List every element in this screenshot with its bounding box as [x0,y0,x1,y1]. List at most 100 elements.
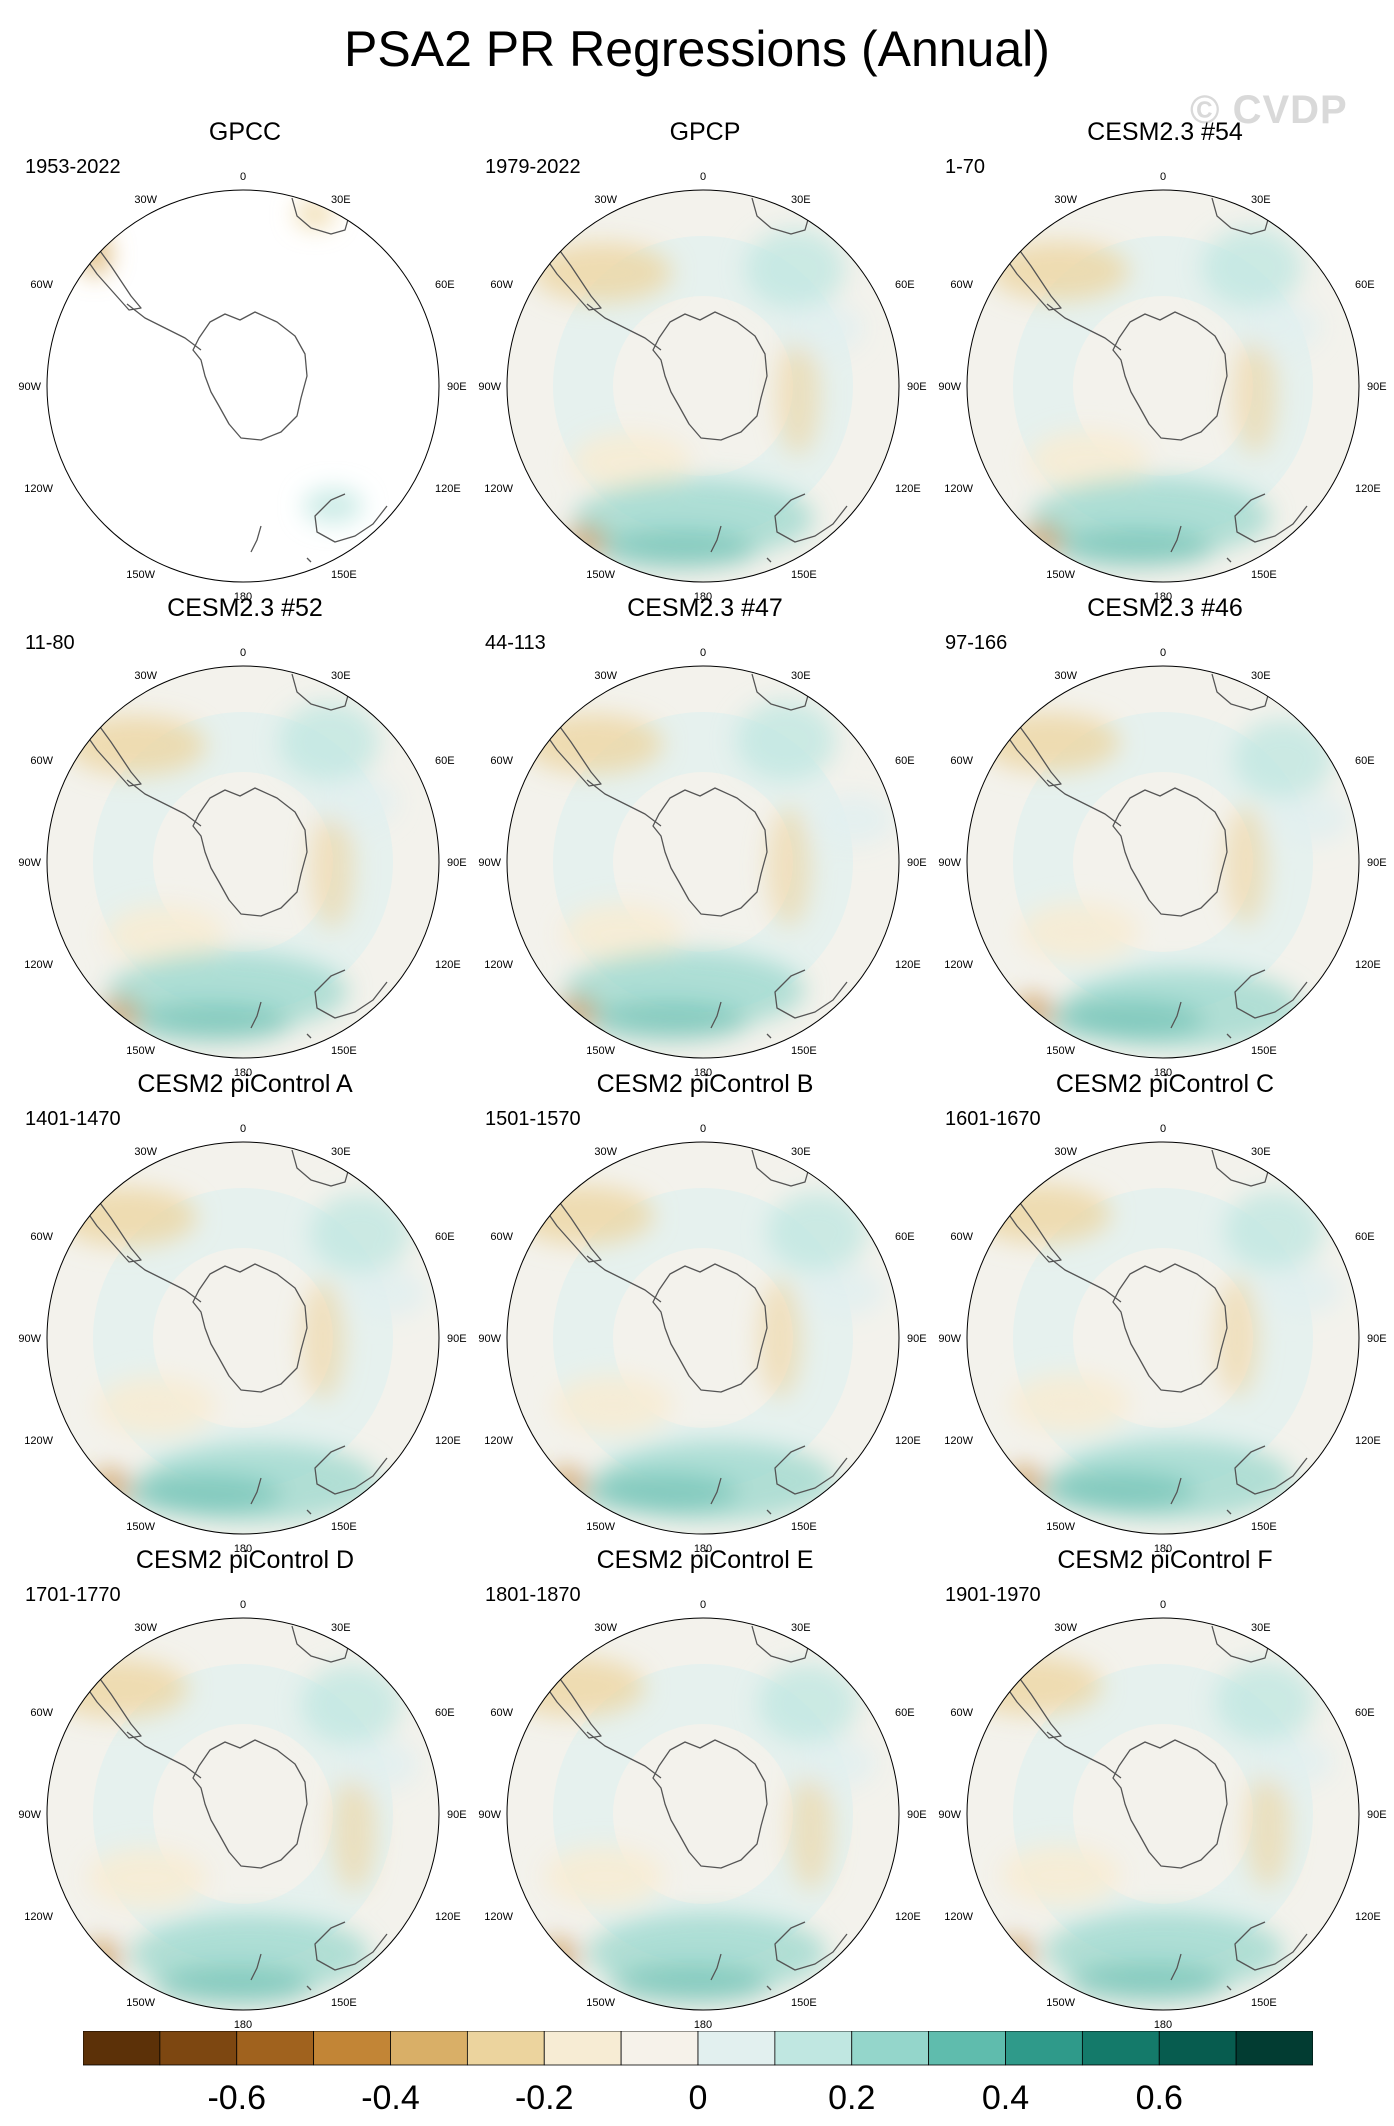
coastline [314,1921,388,1971]
longitude-label: 150W [126,1521,155,1533]
panel-period: 1-70 [945,156,986,178]
longitude-label: 30W [594,1622,617,1634]
panel-period: 44-113 [485,632,546,654]
panel-period: 1979-2022 [485,156,581,178]
longitude-label: 120W [24,483,53,495]
colorbar-tick-label: 0.2 [828,2079,875,2117]
anomaly-blob [310,1193,410,1274]
coastline [126,303,202,351]
longitude-label: 60E [1355,1231,1375,1243]
coastline [766,1033,772,1039]
map-border [46,1617,440,2011]
polar-map: 0 180 30W 30E 60W 60E 90W 90E 120W 120E 150W 150E [938,647,1387,1079]
anomaly-blob [536,1938,580,1974]
longitude-label: 60E [895,279,915,291]
coastline [751,1625,810,1663]
panel-title: CESM2 piControl E [596,1546,814,1574]
polar-map: 0 180 30W 30E 60W 60E 90W 90E 120W 120E 150W 150E [478,1123,926,1555]
coastline [314,1445,388,1495]
longitude-label: 60W [490,755,513,767]
coastline [1112,1263,1228,1393]
map-panel: CESM2.3 #46 97-166 0 180 30W 30E 60W 60E 90W 90E 1… [935,594,1394,1079]
longitude-label: 120E [1355,959,1381,971]
longitude-label: 90W [478,381,501,393]
longitude-label: 90E [1367,857,1387,869]
longitude-label: 180 [234,1543,252,1555]
longitude-label: 60W [490,1231,513,1243]
longitude-label: 30W [1054,670,1077,682]
longitude-label: 90W [478,1809,501,1821]
panel-period: 1801-1870 [485,1584,581,1606]
anomaly-blob [1045,1000,1205,1040]
colorbar-tick-label: -0.2 [515,2079,574,2117]
coastline [1211,1625,1270,1663]
longitude-label: 120W [944,1911,973,1923]
longitude-label: 90E [1367,1809,1387,1821]
longitude-label: 180 [1154,1543,1172,1555]
longitude-label: 30W [594,194,617,206]
anomaly-blob [87,1848,207,1908]
coastline [1234,969,1308,1019]
longitude-label: 120E [435,1435,461,1447]
map-panel: CESM2.3 #47 44-113 0 180 30W 30E 60W 60E 90W 90E 1… [475,594,935,1079]
longitude-label: 30E [791,1622,811,1634]
longitude-label: 150E [1251,569,1277,581]
longitude-label: 60W [950,279,973,291]
page-title: PSA2 PR Regressions (Annual) [344,21,1050,77]
anomaly-blob [563,523,607,560]
coastline [1046,1255,1122,1303]
longitude-label: 180 [1154,1067,1172,1079]
coastline [774,1445,848,1495]
longitude-label: 90W [18,1333,41,1345]
map-border [506,1617,900,2011]
map-panel: CESM2 piControl F 1901-1970 0 180 30W 30E 60W 6… [935,1546,1394,2031]
longitude-label: 150W [1046,1045,1075,1057]
anomaly-blob [1262,1264,1342,1315]
map-border [966,665,1360,1059]
longitude-label: 60E [435,755,455,767]
coastline [1211,197,1270,235]
polar-map: 0 180 30W 30E 60W 60E 90W 90E 120W 120E 150W 150E [478,1599,926,2031]
coastline [192,1739,308,1869]
panel-title: CESM2 piControl C [1055,1070,1275,1098]
longitude-label: 90W [478,1333,501,1345]
anomaly-blob [980,712,1120,773]
longitude-label: 60W [30,1231,53,1243]
longitude-label: 180 [694,2019,712,2031]
coastline [652,787,768,917]
coastline [1234,1445,1308,1495]
map-panel: GPCP 1979-2022 0 180 30W 30E 60W 60E 90W 90E 120W 1… [475,118,935,603]
anomaly-blob [545,1466,589,1503]
coastline [1226,1033,1232,1039]
longitude-label: 90E [1367,1333,1387,1345]
longitude-label: 150W [126,569,155,581]
longitude-label: 150E [791,1045,817,1057]
map-border [506,665,900,1059]
longitude-label: 30W [134,1146,157,1158]
polar-map: 0 180 30W 30E 60W 60E 90W 90E 120W 120E 150W 150E [18,647,466,1079]
anomaly-blob [317,776,397,826]
colorbar-box [1005,2031,1083,2066]
anomaly-blob [1010,1373,1130,1434]
longitude-label: 0 [1160,171,1166,183]
longitude-label: 150W [586,1997,615,2009]
polar-map: 0 180 30W 30E 60W 60E 90W 90E 120W 120E 150W 150E [18,1599,466,2031]
longitude-label: 0 [240,1599,246,1611]
coastline [1211,1149,1270,1187]
anomaly-blob [767,1192,867,1272]
colorbar-tick-label: -0.4 [361,2079,420,2117]
anomaly-blob [1202,227,1302,308]
map-border [966,1617,1360,2011]
longitude-label: 150E [1251,1045,1277,1057]
longitude-label: 120W [24,959,53,971]
longitude-label: 150W [1046,1521,1075,1533]
anomaly-blob [301,1280,345,1400]
longitude-label: 120W [24,1911,53,1923]
longitude-label: 30E [331,670,351,682]
longitude-label: 180 [1154,591,1172,603]
colorbar-box [236,2031,315,2066]
coastline [766,1509,772,1515]
coastline [586,1255,662,1303]
longitude-label: 30E [791,194,811,206]
colorbar-box [543,2031,622,2066]
